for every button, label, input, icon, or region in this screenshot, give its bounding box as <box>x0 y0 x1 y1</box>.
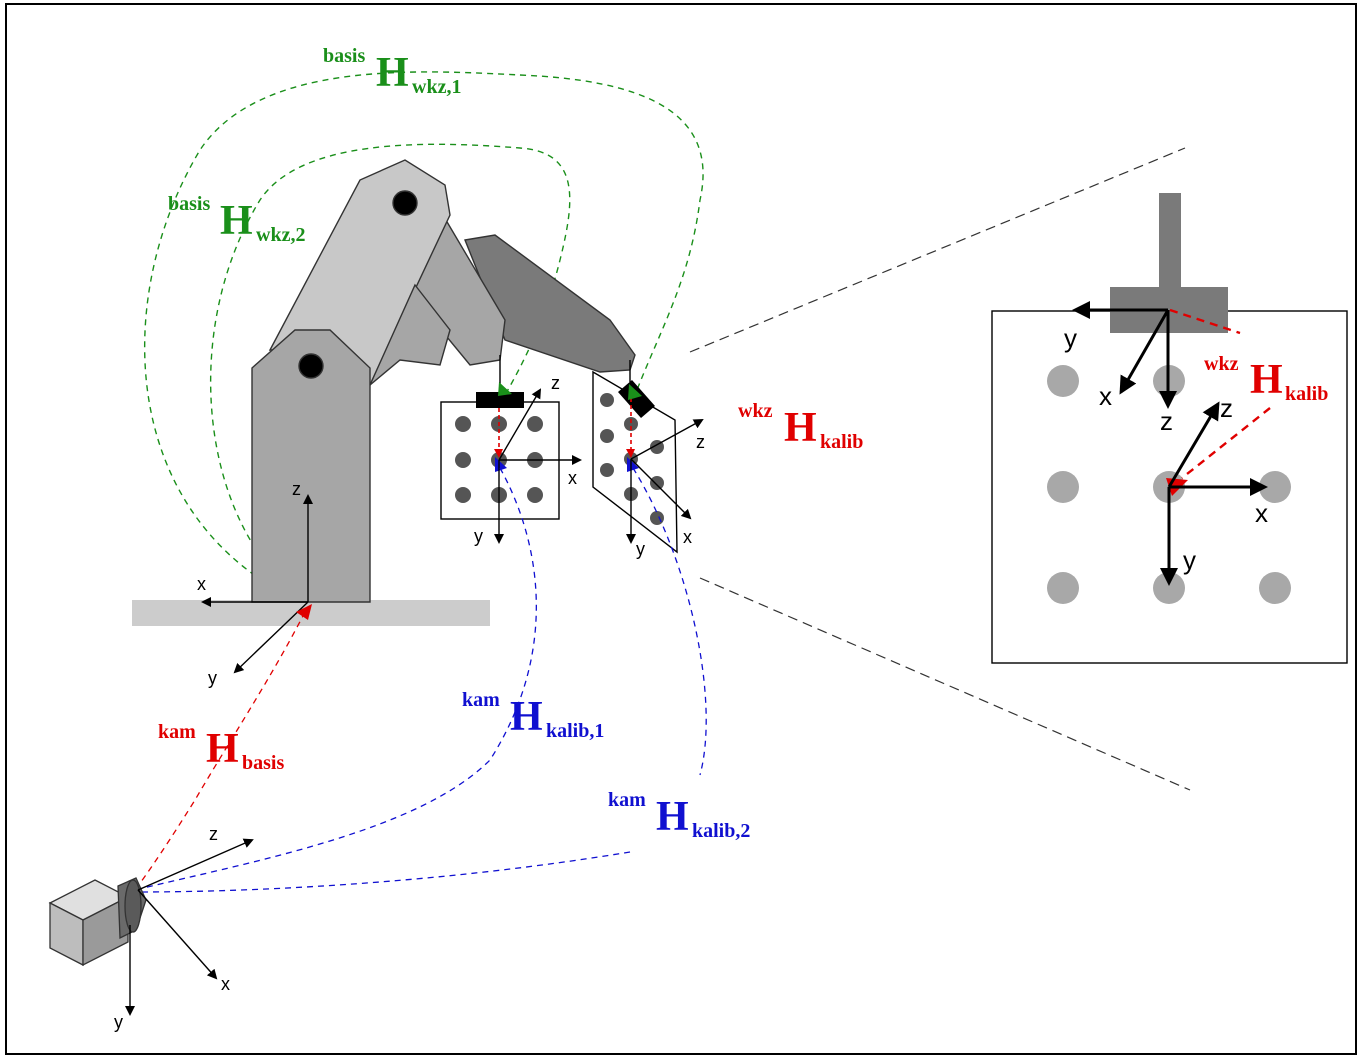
zoom-tool-axes <box>1072 301 1177 409</box>
plate2-axis-x: x <box>683 527 692 547</box>
svg-text:H: H <box>206 726 239 772</box>
kam-kalib2-path <box>134 467 707 893</box>
kam-basis-path <box>134 611 306 891</box>
zoom-tool-axis-x: x <box>1099 381 1112 411</box>
svg-text:H: H <box>376 50 409 96</box>
plate2-axis-z: z <box>696 432 705 452</box>
svg-text:basis: basis <box>168 193 210 215</box>
svg-text:H: H <box>784 405 817 451</box>
base-origin-marker <box>296 604 312 620</box>
svg-text:H: H <box>656 794 689 840</box>
svg-text:wkz: wkz <box>1204 353 1239 375</box>
basis-wkz1-path <box>143 71 704 604</box>
kam-kalib1-path <box>134 467 537 891</box>
zoom-tool-axis-y: y <box>1064 323 1077 353</box>
zoom-calib-axis-z: z <box>1220 393 1233 423</box>
svg-text:kalib: kalib <box>1285 383 1328 405</box>
svg-text:kam: kam <box>462 689 500 711</box>
base-axis-y: y <box>208 668 217 688</box>
svg-text:kalib: kalib <box>820 431 863 453</box>
camera-icon <box>48 877 147 967</box>
plate2-axis-y: y <box>636 539 645 559</box>
label-basis-H-wkz2: basis H wkz,2 <box>168 193 305 246</box>
plate1-axis-x: x <box>568 468 577 488</box>
svg-text:H: H <box>220 198 253 244</box>
tool-flange-2 <box>618 380 655 418</box>
label-basis-H-wkz1: basis H wkz,1 <box>323 45 461 98</box>
svg-text:kam: kam <box>608 789 646 811</box>
svg-text:wkz,2: wkz,2 <box>256 224 305 246</box>
joint-lower <box>298 353 324 379</box>
base-axis-x: x <box>197 574 206 594</box>
camera-axis-y: y <box>114 1012 123 1032</box>
base-frame-axes <box>201 494 313 674</box>
svg-text:basis: basis <box>323 45 365 67</box>
camera-axis-x: x <box>221 974 230 994</box>
camera-axes <box>125 838 254 1016</box>
zoom-calib-axis-x: x <box>1255 498 1268 528</box>
base-axis-z: z <box>292 479 301 499</box>
calibration-plate-2 <box>592 370 678 554</box>
label-wkz-H-kalib: wkz H kalib <box>738 400 863 453</box>
svg-text:basis: basis <box>242 752 284 774</box>
plate2-axes <box>626 419 704 544</box>
plate1-axis-z: z <box>551 373 560 393</box>
zoom-tool-shaft <box>1159 193 1181 293</box>
robot-arm <box>251 159 636 603</box>
label-kam-H-kalib1: kam H kalib,1 <box>462 689 604 742</box>
svg-text:kam: kam <box>158 721 196 743</box>
zoom-calib-axes <box>1160 401 1268 586</box>
figure-frame <box>5 3 1357 1055</box>
zoom-tool-axis-z: z <box>1160 406 1173 436</box>
zoom-calib-axis-y: y <box>1183 545 1196 575</box>
label-wkz-H-kalib-zoom: wkz H kalib <box>1204 353 1328 405</box>
calibration-plate-1 <box>440 382 560 520</box>
svg-text:kalib,2: kalib,2 <box>692 820 750 842</box>
plate1-axis-y: y <box>474 526 483 546</box>
camera-axis-z: z <box>209 824 218 844</box>
label-kam-H-basis: kam H basis <box>158 721 284 774</box>
svg-text:kalib,1: kalib,1 <box>546 720 604 742</box>
robot-base-plate <box>132 600 490 626</box>
tool-flange-1 <box>476 392 524 408</box>
zoom-guides <box>689 147 1191 791</box>
joint-upper <box>392 190 418 216</box>
svg-text:wkz: wkz <box>738 400 773 422</box>
svg-text:H: H <box>1250 357 1283 403</box>
plate1-axes <box>494 388 582 544</box>
svg-text:wkz,1: wkz,1 <box>412 76 461 98</box>
svg-text:H: H <box>510 694 543 740</box>
label-kam-H-kalib2: kam H kalib,2 <box>608 789 750 842</box>
